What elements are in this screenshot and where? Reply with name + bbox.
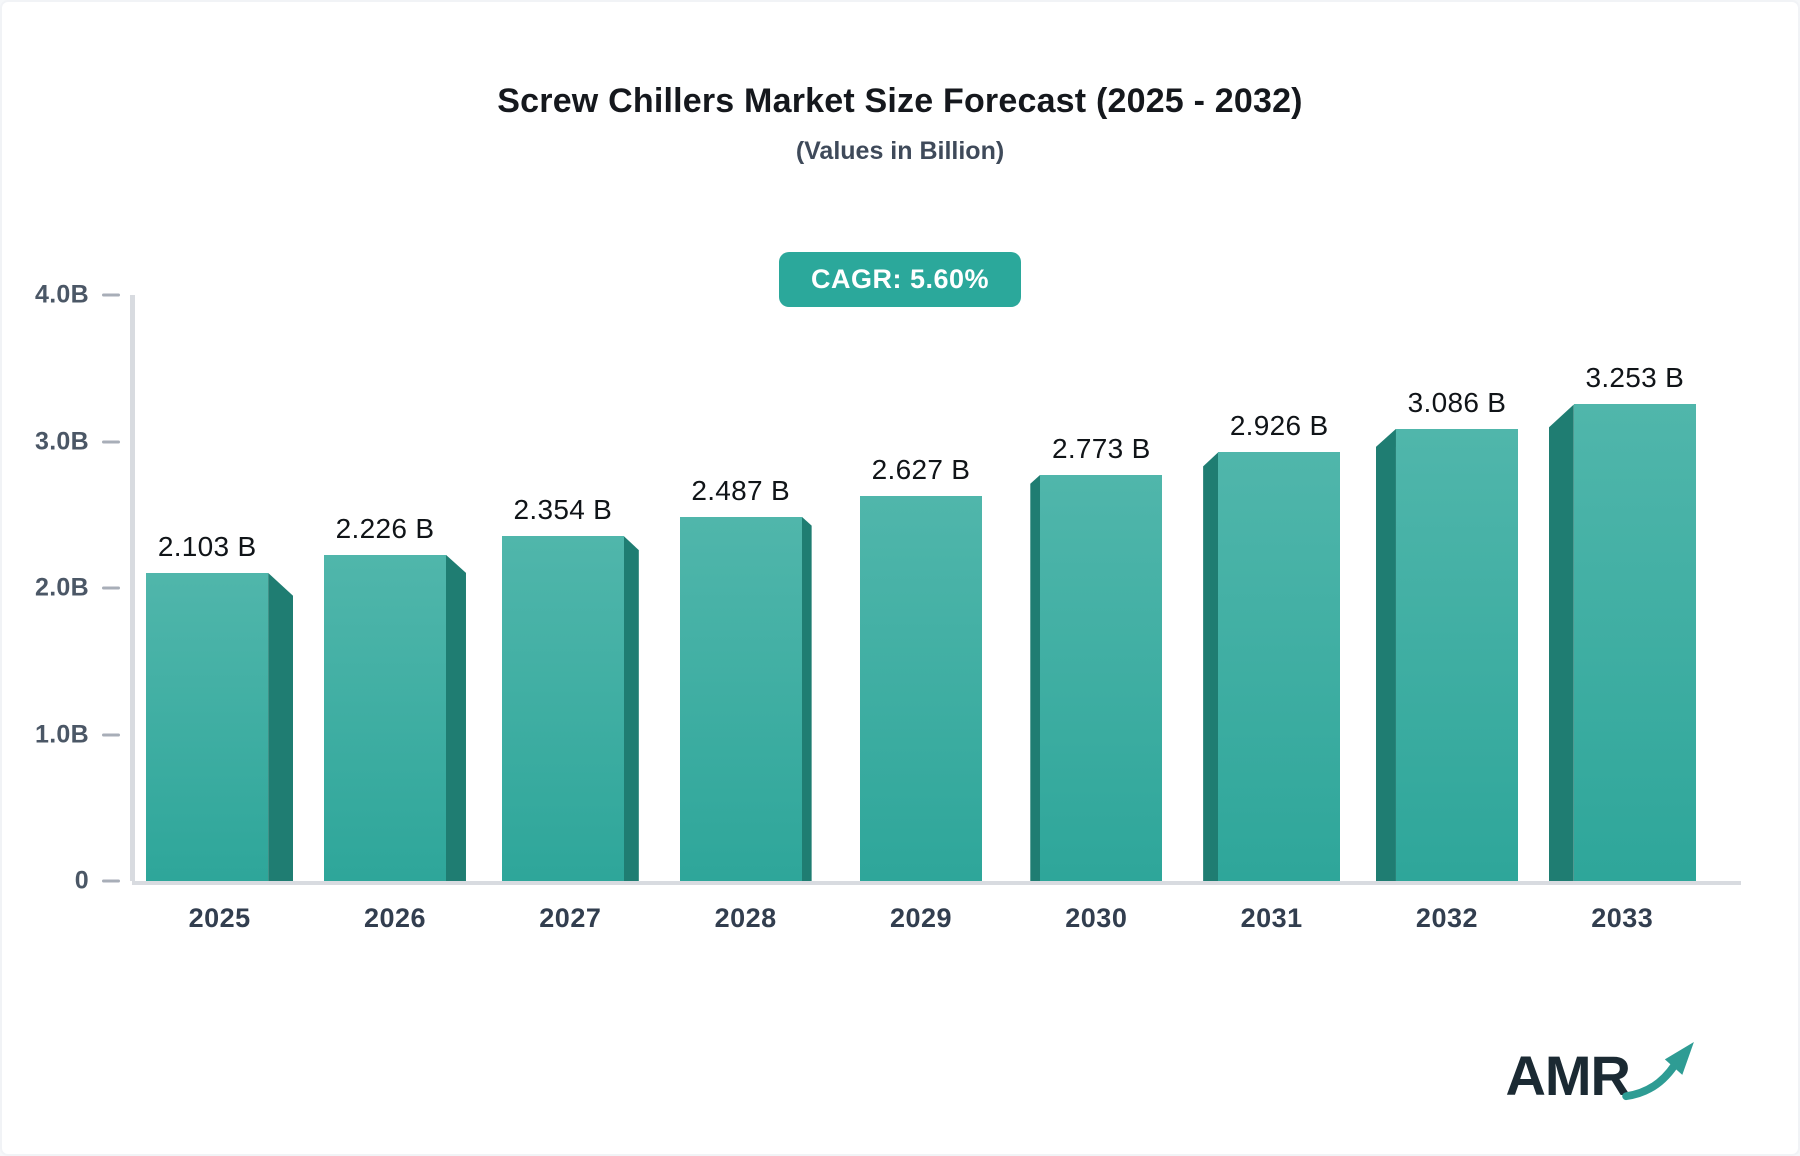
cagr-badge: CAGR: 5.60% — [778, 252, 1022, 308]
chart-subtitle: (Values in Billion) — [795, 137, 1005, 166]
bar-value-label: 2.487 B — [691, 474, 790, 506]
bar-side-face — [445, 554, 466, 881]
x-axis-label: 2030 — [1065, 903, 1128, 933]
bar-face: 2.926 B — [1218, 410, 1341, 881]
bar-value-label: 2.773 B — [1051, 432, 1151, 464]
bar-column: 2.354 B — [483, 295, 658, 881]
trend-up-arrow-icon — [1622, 1041, 1694, 1101]
bar-column: 3.253 B — [1535, 295, 1710, 881]
bar-value-label: 2.226 B — [335, 512, 435, 544]
y-axis-tick-mark — [102, 586, 120, 590]
y-axis-tick-label: 1.0B — [34, 720, 89, 748]
y-axis-tick-mark — [102, 879, 120, 883]
bar[interactable]: 3.253 B — [1548, 362, 1696, 881]
bar-column: 2.926 B — [1184, 295, 1359, 881]
bar-side-face — [801, 516, 812, 881]
bar[interactable]: 3.086 B — [1375, 387, 1518, 881]
bar[interactable]: 2.103 B — [146, 531, 294, 881]
bar-face: 2.103 B — [146, 531, 269, 881]
bar[interactable]: 2.487 B — [679, 475, 812, 881]
bar-column: 2.103 B — [132, 295, 307, 881]
bar-face: 3.253 B — [1573, 362, 1696, 881]
x-axis-label: 2032 — [1415, 903, 1478, 933]
x-axis-label: 2028 — [714, 903, 777, 933]
chart-title: Screw Chillers Market Size Forecast (202… — [497, 82, 1303, 120]
bar-face: 2.226 B — [323, 513, 446, 881]
y-axis-tick: 1.0B — [35, 720, 120, 749]
bar-column: 2.773 B — [1009, 295, 1184, 881]
y-axis-tick-label: 3.0B — [34, 427, 89, 455]
y-axis-tick-mark — [102, 733, 120, 736]
y-axis-tick-label: 0 — [74, 866, 89, 895]
bar[interactable]: 2.627 B — [859, 454, 982, 881]
bar-column: 3.086 B — [1359, 295, 1534, 881]
x-axis-label: 2029 — [889, 903, 953, 933]
bar-face: 2.773 B — [1040, 433, 1163, 881]
bar-side-face — [1030, 474, 1041, 881]
bar[interactable]: 2.926 B — [1203, 410, 1341, 881]
bar-face: 2.354 B — [501, 494, 624, 881]
x-axis-label: 2031 — [1240, 903, 1303, 933]
bars-row: 2.103 B 2.226 B 2.354 B 2.487 B 2.627 B 2.773… — [132, 295, 1710, 881]
bar-side-face — [1375, 428, 1396, 881]
y-axis-tick: 2.0B — [35, 574, 120, 603]
bar-value-label: 2.103 B — [157, 530, 257, 562]
chart-header: Screw Chillers Market Size Forecast (202… — [2, 2, 1798, 308]
brand-logo: AMR — [1505, 1040, 1698, 1104]
bar[interactable]: 2.773 B — [1030, 433, 1163, 881]
bar-side-face — [1548, 404, 1574, 881]
y-axis-tick-label: 2.0B — [34, 573, 89, 602]
bar-value-label: 3.253 B — [1585, 362, 1685, 394]
bar-value-label: 2.354 B — [513, 494, 613, 526]
y-axis-tick: 0 — [75, 867, 120, 896]
bar-column: 2.627 B — [833, 295, 1008, 881]
bar-column: 2.226 B — [307, 295, 482, 881]
bar-side-face — [1203, 452, 1219, 881]
bar-face: 2.627 B — [859, 454, 982, 881]
bar-face: 2.487 B — [679, 475, 802, 881]
x-axis-line — [132, 881, 1741, 885]
y-axis-line — [130, 295, 135, 881]
bar-face: 3.086 B — [1395, 387, 1518, 881]
bar-column: 2.487 B — [658, 295, 833, 881]
x-axis-labels: 2025 2026 2027 2028 2029 2030 2031 2032 2033 — [132, 903, 1710, 934]
bar-value-label: 2.926 B — [1229, 410, 1329, 442]
bar[interactable]: 2.226 B — [323, 513, 466, 881]
x-axis-label: 2026 — [363, 903, 427, 933]
y-axis-tick: 3.0B — [35, 427, 120, 456]
y-axis-tick-mark — [102, 440, 120, 443]
bar-side-face — [623, 536, 639, 881]
brand-logo-text: AMR — [1505, 1044, 1631, 1107]
x-axis-label: 2027 — [539, 903, 602, 933]
bar[interactable]: 2.354 B — [501, 494, 639, 881]
x-axis-label: 2025 — [188, 903, 251, 933]
bar-value-label: 2.627 B — [871, 454, 971, 486]
x-axis-label: 2033 — [1591, 903, 1654, 933]
bar-value-label: 3.086 B — [1407, 386, 1507, 418]
bar-side-face — [268, 572, 294, 881]
